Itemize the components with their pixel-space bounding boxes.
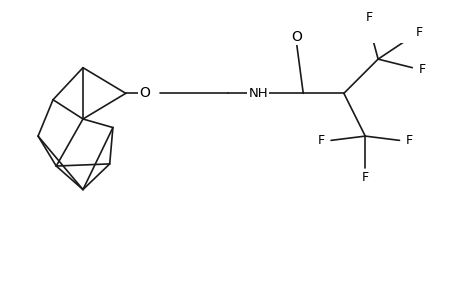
- Text: F: F: [405, 134, 412, 147]
- Text: F: F: [361, 171, 368, 184]
- Text: F: F: [418, 63, 425, 76]
- Text: F: F: [415, 26, 422, 39]
- Text: F: F: [365, 11, 372, 24]
- Text: O: O: [291, 30, 302, 44]
- Text: O: O: [139, 86, 150, 100]
- Text: F: F: [317, 134, 324, 147]
- Text: NH: NH: [248, 87, 268, 100]
